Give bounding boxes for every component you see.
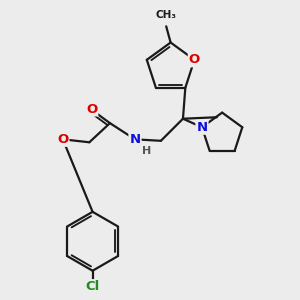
Text: O: O xyxy=(86,103,97,116)
Text: H: H xyxy=(142,146,152,156)
Text: N: N xyxy=(196,121,208,134)
Text: O: O xyxy=(189,53,200,66)
Text: N: N xyxy=(129,133,140,146)
Text: Cl: Cl xyxy=(85,280,100,293)
Text: O: O xyxy=(57,133,68,146)
Text: CH₃: CH₃ xyxy=(156,10,177,20)
